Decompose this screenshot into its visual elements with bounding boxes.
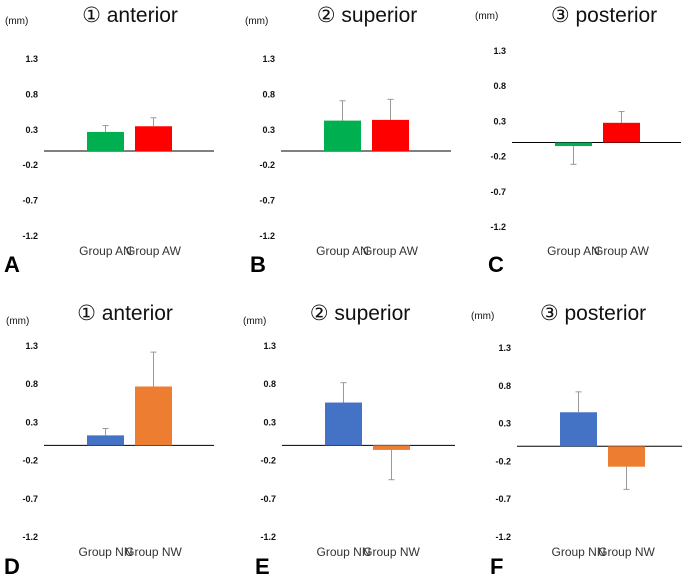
y-tick-label-d-3: -0.2 [22,456,38,466]
bar-c-0 [555,142,592,147]
panel-f: ③ posterior (mm) 1.3 0.8 0.3 -0.2 -0.7 -1.2 Grou… [471,302,682,577]
bar-a-1 [135,126,172,152]
y-tick-label-d-5: -1.2 [22,532,38,542]
y-tick-label-d-0: 1.3 [25,341,38,351]
unit-label-f: (mm) [471,311,494,322]
error-bar-f-0 [575,391,582,413]
error-bar-a-0 [102,125,109,132]
bar-b-1 [372,119,409,152]
panel-letter-e: E [255,554,270,577]
error-bar-d-1 [150,351,157,387]
error-bar-e-0 [340,382,347,403]
category-label-b-1: Group AW [363,244,419,258]
y-tick-label-a-1: 0.8 [25,89,38,99]
chart-title-b: ② superior [317,4,418,27]
chart-title-a: ① anterior [82,4,178,27]
panel-c: ③ posterior (mm) 1.3 0.8 0.3 -0.2 -0.7 -1.2 Grou… [475,4,681,277]
category-label-d-1: Group NW [125,545,182,559]
unit-label-a: (mm) [5,16,28,27]
y-tick-label-e-4: -0.7 [260,494,276,504]
y-tick-label-d-2: 0.3 [25,417,38,427]
bar-f-0 [560,412,597,447]
y-tick-label-e-2: 0.3 [263,417,276,427]
panel-letter-f: F [490,554,503,577]
error-bar-e-1 [388,449,395,481]
error-bar-b-1 [387,98,394,120]
y-tick-label-d-4: -0.7 [22,494,38,504]
bar-f-1 [608,446,645,467]
y-tick-label-a-4: -0.7 [22,196,38,206]
bar-d-1 [135,386,172,446]
category-label-a-0: Group AN [79,244,132,258]
y-tick-label-e-3: -0.2 [260,456,276,466]
y-tick-label-f-1: 0.8 [498,381,511,391]
y-tick-label-a-0: 1.3 [25,54,38,64]
category-label-e-0: Group NN [316,545,370,559]
y-tick-label-b-2: 0.3 [262,125,275,135]
panel-d: ① anterior (mm) 1.3 0.8 0.3 -0.2 -0.7 -1.2 Group… [4,302,214,577]
unit-label-c: (mm) [475,11,498,22]
y-tick-label-a-2: 0.3 [25,125,38,135]
y-tick-label-d-1: 0.8 [25,379,38,389]
y-tick-label-a-5: -1.2 [22,231,38,241]
category-label-c-0: Group AN [547,244,600,258]
error-bar-c-1 [618,111,625,123]
y-tick-label-b-1: 0.8 [262,89,275,99]
y-tick-label-f-5: -1.2 [495,532,511,542]
panel-a: ① anterior (mm) 1.3 0.8 0.3 -0.2 -0.7 -1.2 Group… [4,4,214,277]
y-tick-label-f-3: -0.2 [495,456,511,466]
y-tick-label-a-3: -0.2 [22,160,38,170]
y-tick-label-c-4: -0.7 [490,187,506,197]
panel-letter-b: B [250,252,266,277]
chart-title-d: ① anterior [77,302,173,325]
error-bar-c-0 [570,146,577,165]
panel-e: ② superior (mm) 1.3 0.8 0.3 -0.2 -0.7 -1.2 Group… [243,302,455,577]
category-label-f-1: Group NW [598,545,655,559]
bar-e-0 [325,402,362,446]
y-tick-label-c-2: 0.3 [493,116,506,126]
category-label-c-1: Group AW [594,244,650,258]
y-tick-label-b-3: -0.2 [259,160,275,170]
bar-c-1 [603,122,640,143]
y-tick-label-c-1: 0.8 [493,81,506,91]
category-label-d-0: Group NN [78,545,132,559]
unit-label-e: (mm) [243,316,266,327]
bar-d-0 [87,435,124,446]
y-tick-label-f-0: 1.3 [498,343,511,353]
category-label-b-0: Group AN [316,244,369,258]
y-tick-label-c-0: 1.3 [493,46,506,56]
error-bar-f-1 [623,466,630,490]
bar-a-0 [87,131,124,152]
y-tick-label-f-2: 0.3 [498,419,511,429]
error-bar-a-1 [150,117,157,127]
error-bar-b-0 [339,100,346,121]
unit-label-b: (mm) [245,16,268,27]
category-label-e-1: Group NW [363,545,420,559]
bar-b-0 [324,120,361,152]
y-tick-label-e-5: -1.2 [260,532,276,542]
panel-b: ② superior (mm) 1.3 0.8 0.3 -0.2 -0.7 -1.2 Group… [245,4,451,277]
y-tick-label-b-0: 1.3 [262,54,275,64]
y-tick-label-f-4: -0.7 [495,494,511,504]
error-bar-d-0 [102,428,109,436]
y-tick-label-c-5: -1.2 [490,222,506,232]
chart-title-f: ③ posterior [540,302,646,325]
panel-letter-c: C [488,252,504,277]
chart-title-c: ③ posterior [551,4,657,27]
category-label-f-0: Group NN [551,545,605,559]
unit-label-d: (mm) [6,316,29,327]
panel-letter-d: D [4,554,20,577]
y-tick-label-b-5: -1.2 [259,231,275,241]
category-label-a-1: Group AW [126,244,182,258]
panel-letter-a: A [4,252,20,277]
y-tick-label-c-3: -0.2 [490,152,506,162]
bar-e-1 [373,445,410,450]
y-tick-label-b-4: -0.7 [259,196,275,206]
y-tick-label-e-0: 1.3 [263,341,276,351]
chart-title-e: ② superior [310,302,411,325]
y-tick-label-e-1: 0.8 [263,379,276,389]
